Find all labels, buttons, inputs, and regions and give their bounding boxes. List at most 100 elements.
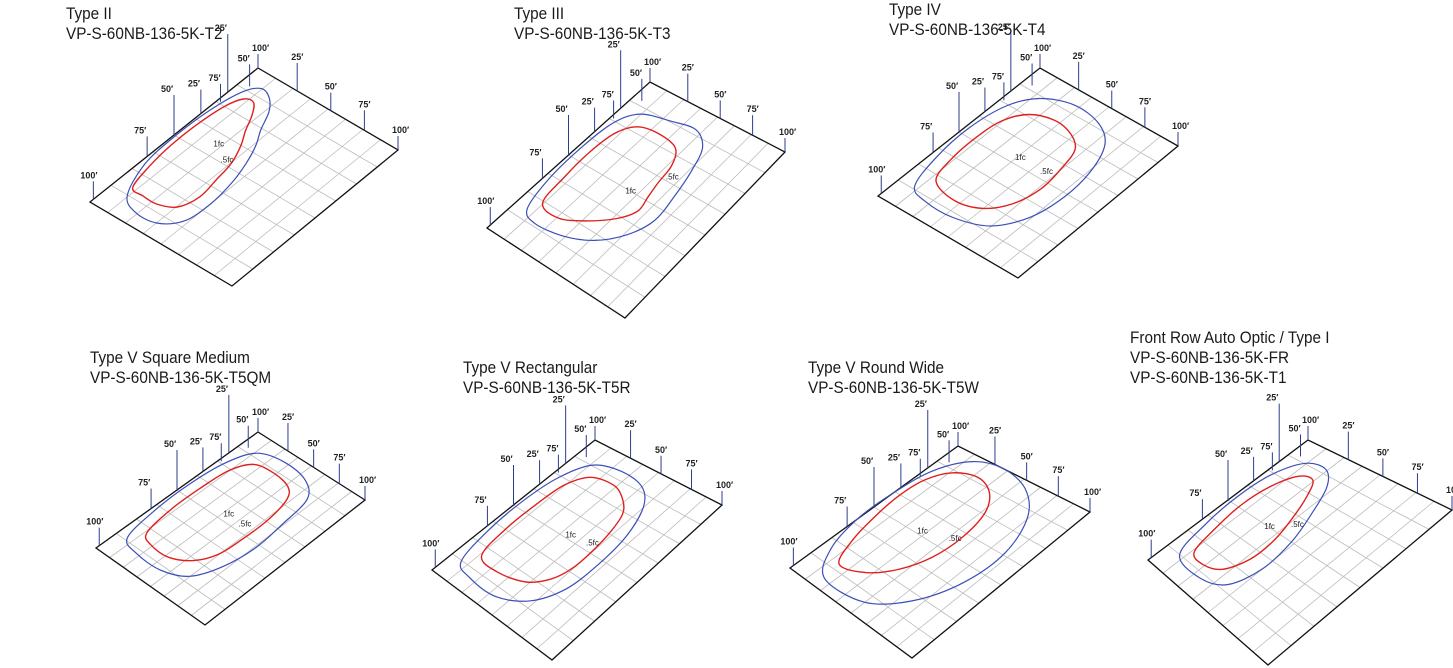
iso-grid-panel-4: 25′25′50′75′100′100′ 25′50′75′100′50′75′1… (422, 394, 733, 661)
contour-half-fc (525, 113, 704, 242)
panel-title-type: Type II (66, 4, 112, 23)
tick-label-top: 100′ (252, 407, 269, 417)
tick-label-left: 50′ (556, 104, 568, 114)
tick-label-top: 100′ (392, 125, 409, 135)
grid-line (947, 106, 1110, 238)
tick-label-left: 25′ (190, 436, 202, 446)
tick-label-left: 75′ (529, 147, 541, 157)
tick-label-top: 50′ (308, 438, 320, 448)
panel-title: Type V Square Medium VP-S-60NB-136-5K-T5… (90, 348, 271, 388)
iso-grid-panel-2: 25′25′50′75′100′100′25′50′75′100′50′75′1… (868, 22, 1189, 279)
panel-title-model: VP-S-60NB-136-5K-T2 (66, 24, 223, 43)
panel-title: Type II VP-S-60NB-136-5K-T2 (66, 4, 222, 44)
tick-label-top: 25′ (625, 419, 637, 429)
grid-line (930, 96, 1093, 228)
tick-label-inner: 75′ (209, 432, 221, 442)
contour-label-half-fc: .5fc (1040, 167, 1053, 176)
grid-line (866, 486, 1041, 625)
panel-title: Type III VP-S-60NB-136-5K-T3 (514, 4, 670, 44)
panel-title-model-t1: VP-S-60NB-136-5K-T1 (1130, 368, 1287, 387)
grid-line (820, 462, 992, 591)
grid-line (1177, 457, 1345, 587)
tick-label-inner: 50′ (630, 68, 642, 78)
tick-label-top: 50′ (655, 445, 667, 455)
tick-label-left: 25′ (215, 23, 227, 33)
tick-label-top: 100′ (252, 43, 269, 53)
grid-line (536, 496, 707, 650)
panel-title-model: VP-S-60NB-136-5K-T4 (889, 20, 1046, 39)
panel-title: Type V Round Wide VP-S-60NB-136-5K-T5W (808, 358, 979, 398)
grid-line (982, 126, 1144, 258)
grid-line (590, 134, 752, 296)
tick-label-top: 25′ (1073, 51, 1085, 61)
panel-title: Type IV VP-S-60NB-136-5K-T4 (889, 0, 1045, 40)
grid-line (805, 453, 975, 580)
tick-label-left: 25′ (1266, 393, 1278, 403)
tick-label-top: 100′ (1446, 485, 1453, 495)
tick-label-inner: 75′ (602, 90, 614, 100)
tick-label-left: 100′ (780, 537, 797, 547)
tick-label-top: 75′ (747, 104, 759, 114)
tick-label-inner: 50′ (1020, 53, 1032, 63)
tick-label-inner: 50′ (937, 429, 949, 439)
tick-label-top: 100′ (779, 127, 796, 137)
contour-half-fc (1178, 462, 1330, 586)
contour-label-half-fc: .5fc (666, 172, 679, 181)
grid-line (163, 474, 326, 597)
grid-line (491, 472, 659, 616)
contour-half-fc (126, 452, 310, 577)
panel-title: Front Row Auto Optic / Type I VP-S-60NB-… (1130, 328, 1330, 388)
grid-line (1192, 465, 1363, 600)
contour-label-half-fc: .5fc (949, 534, 962, 543)
tick-label-top: 25′ (1342, 421, 1354, 431)
grid-line (1237, 492, 1417, 640)
grid-line (142, 98, 311, 234)
grid-line (521, 99, 685, 251)
tick-label-left: 25′ (582, 97, 594, 107)
tick-label-left: 25′ (553, 394, 565, 404)
grid-line (191, 491, 352, 616)
grid-line (895, 77, 1058, 207)
panel-title: Type V Rectangular VP-S-60NB-136-5K-T5R (463, 358, 631, 398)
panel-title-type: Type V Square Medium (90, 348, 250, 367)
tick-label-top: 75′ (333, 453, 345, 463)
panel-title-type: Type V Rectangular (463, 358, 598, 377)
grid-line (572, 125, 735, 285)
panel-title-type: Type IV (889, 0, 941, 19)
panel-title-model: VP-S-60NB-136-5K-T5QM (90, 368, 272, 387)
grid-line (881, 495, 1058, 636)
grid-line (965, 116, 1127, 248)
tick-label-left: 25′ (915, 399, 927, 409)
tick-label-top: 50′ (1021, 451, 1033, 461)
tick-label-left: 25′ (216, 384, 228, 394)
grid-line (196, 129, 364, 266)
grid-line (136, 457, 299, 578)
tick-label-left: 100′ (86, 517, 103, 527)
tick-label-left: 25′ (608, 39, 620, 49)
grid-line (912, 87, 1075, 217)
tick-label-top: 100′ (359, 475, 376, 485)
tick-label-left: 50′ (501, 454, 513, 464)
contour-label-1fc: 1fc (213, 140, 224, 149)
contour-label-1fc: 1fc (1264, 522, 1275, 531)
contour-label-half-fc: .5fc (221, 155, 234, 164)
tick-label-inner: 50′ (238, 53, 250, 63)
tick-label-inner: 50′ (574, 424, 586, 434)
contour-one-fc (541, 126, 677, 222)
iso-grid-panel-6: 25′25′50′75′100′100′25′50′75′100′50′75′1… (1138, 393, 1453, 666)
panel-title-type: Type III (514, 4, 565, 23)
tick-label-left: 75′ (920, 121, 932, 131)
grid-line (1207, 474, 1381, 613)
iso-grid-panel-3: 25′ 25′ 50′ 75′ 100′ 100′ 25′ 50′ 75′ 100′ 50′ 75′ 1… (86, 384, 376, 626)
tick-label-left: 25′ (527, 449, 539, 459)
grid-line (109, 440, 272, 558)
tick-label-left: 100′ (422, 538, 439, 548)
tick-label-left: 75′ (834, 496, 846, 506)
grid-line (160, 108, 329, 245)
grid-outline (788, 445, 1092, 659)
tick-label-top: 75′ (686, 458, 698, 468)
panel-title-type: Front Row Auto Optic / Type I (1130, 328, 1330, 347)
contour-label-1fc: 1fc (917, 527, 928, 536)
grid-line (1222, 483, 1399, 626)
